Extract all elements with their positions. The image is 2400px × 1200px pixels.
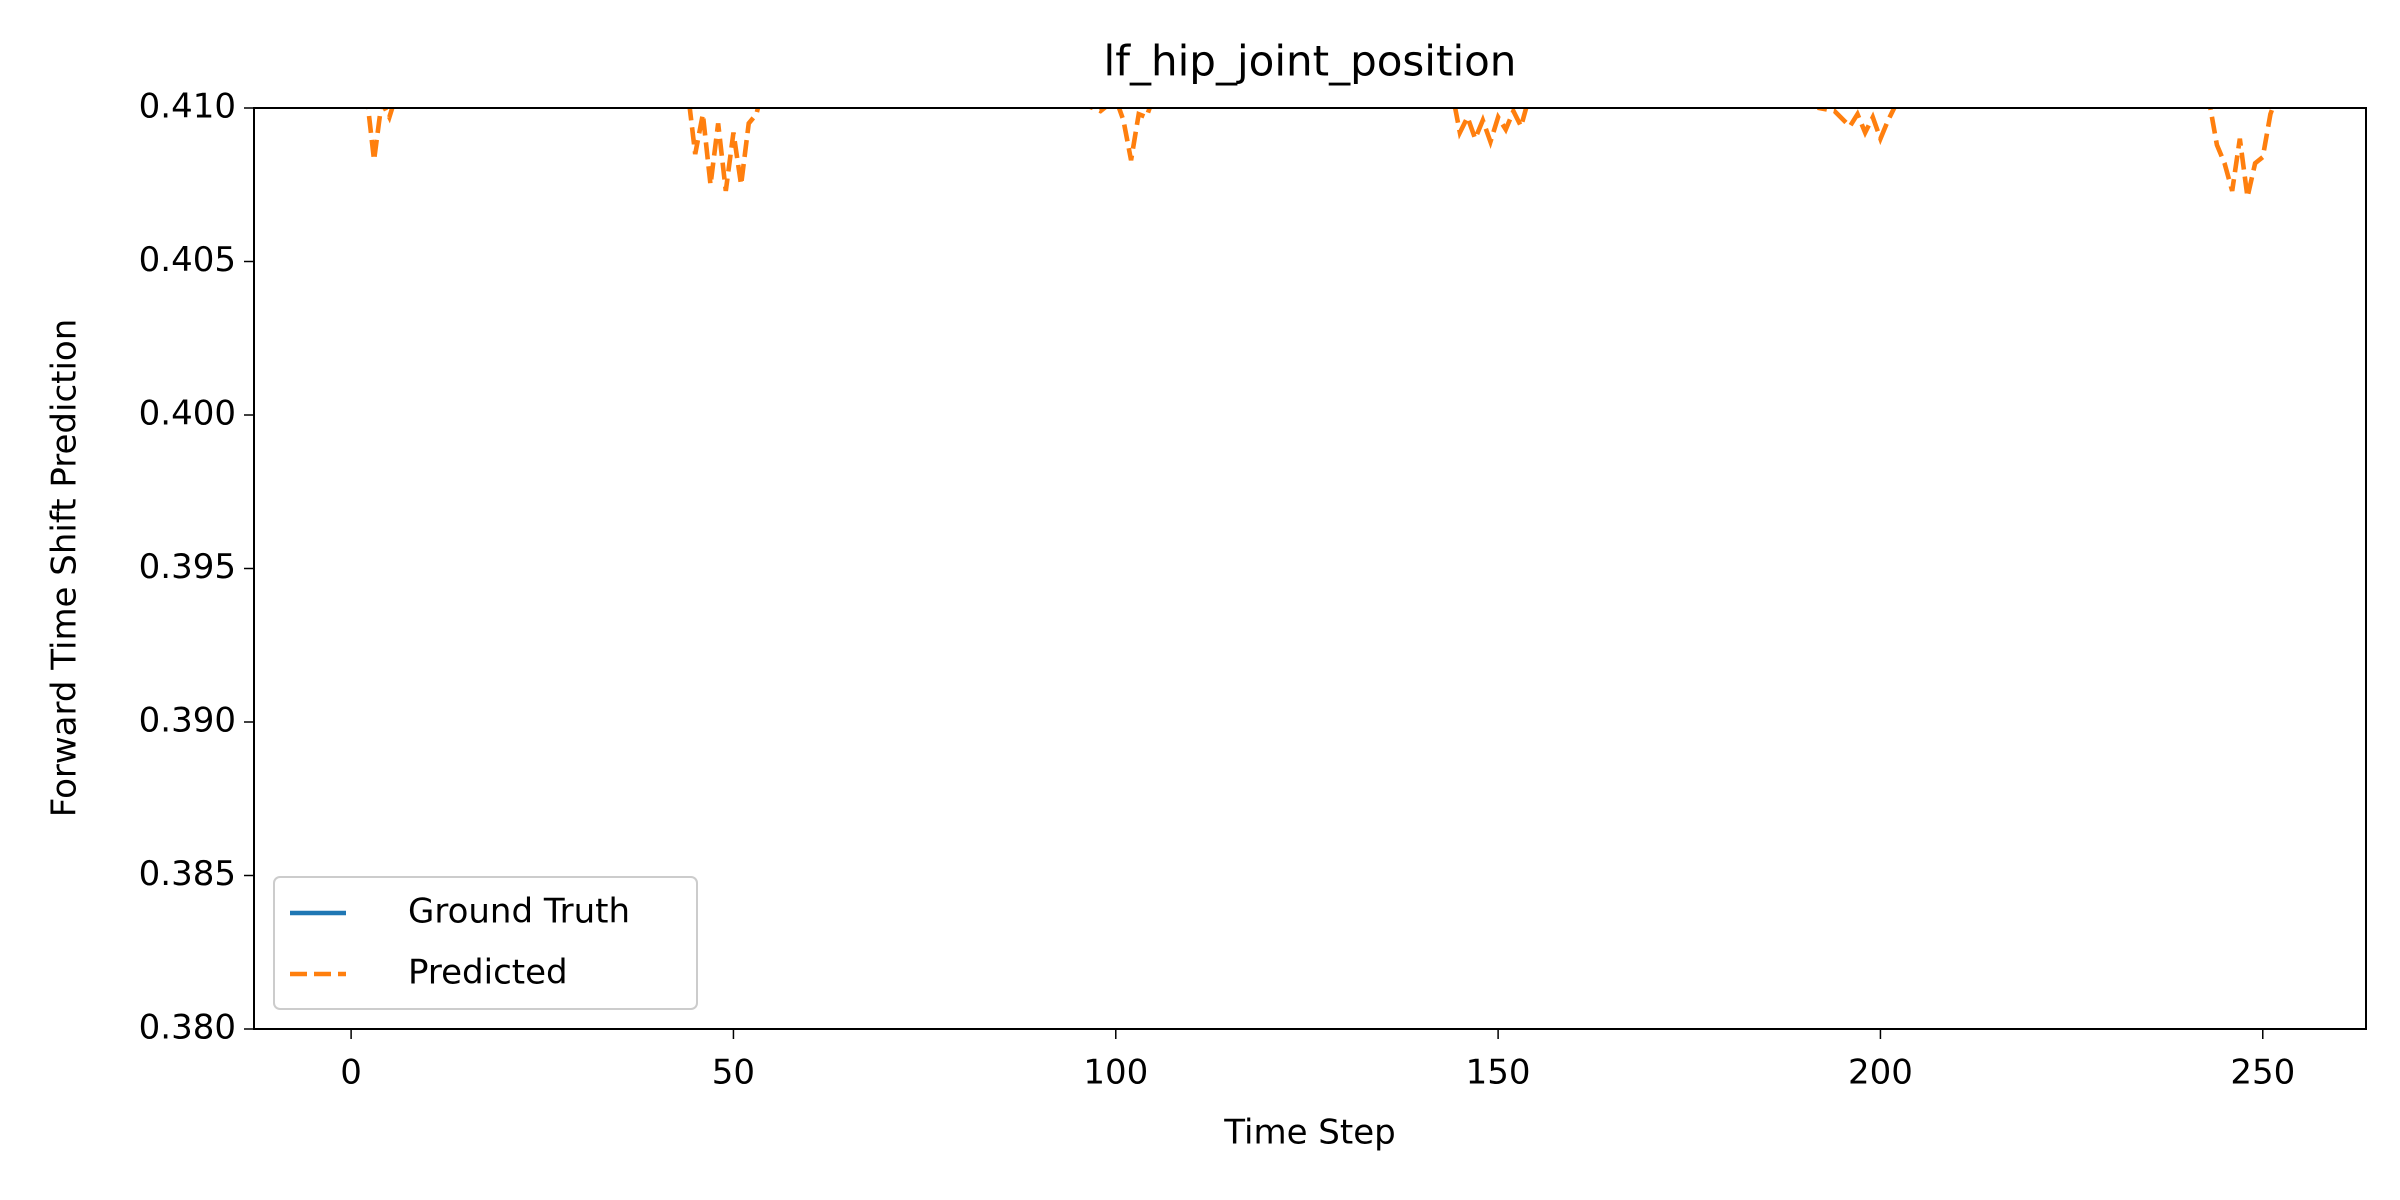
- x-axis-label: Time Step: [1223, 1113, 1395, 1153]
- x-tick-label: 100: [1083, 1053, 1148, 1093]
- y-tick-label: 0.380: [139, 1008, 236, 1048]
- data-line: [365, 108, 2276, 198]
- legend-label: Ground Truth: [408, 892, 630, 932]
- y-axis-label: Forward Time Shift Prediction: [45, 319, 85, 818]
- y-tick-label: 0.390: [139, 701, 236, 741]
- y-tick-label: 0.385: [139, 854, 236, 894]
- legend-box: [273, 876, 698, 1010]
- x-tick-label: 250: [2230, 1053, 2295, 1093]
- chart-title: lf_hip_joint_position: [1104, 37, 1517, 86]
- x-tick-label: 150: [1466, 1053, 1531, 1093]
- plot-frame: [253, 107, 2367, 1030]
- x-tick-label: 50: [712, 1053, 755, 1093]
- y-tick-label: 0.395: [139, 547, 236, 587]
- x-tick-label: 0: [340, 1053, 362, 1093]
- y-tick-label: 0.410: [139, 87, 236, 127]
- plot-area: [365, 108, 2276, 198]
- y-tick-label: 0.400: [139, 394, 236, 434]
- legend-label: Predicted: [408, 953, 568, 993]
- y-tick-label: 0.405: [139, 240, 236, 280]
- x-tick-label: 200: [1848, 1053, 1913, 1093]
